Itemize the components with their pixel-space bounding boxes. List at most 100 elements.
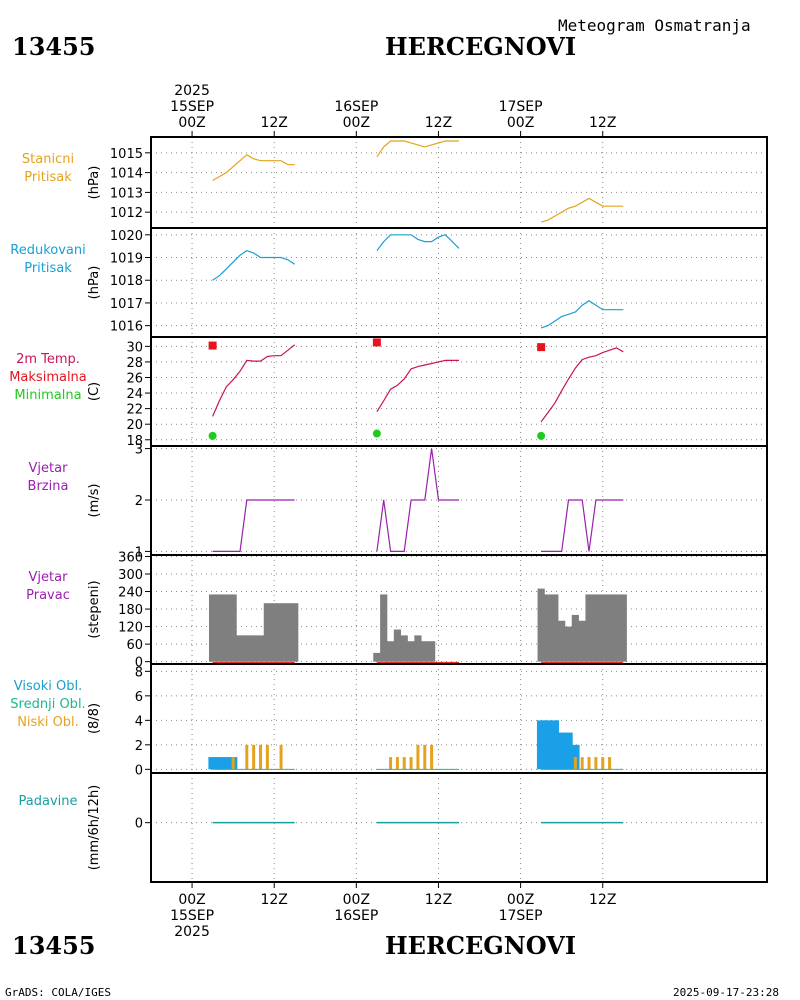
x-tick-label-bottom: 17SEP bbox=[499, 908, 543, 924]
panel-frame bbox=[150, 663, 768, 774]
wind-dir-bar bbox=[605, 594, 614, 662]
wind-dir-bar bbox=[291, 603, 299, 662]
chart-subtitle: Meteogram Osmatranja bbox=[558, 16, 751, 35]
y-tick-label: 3 bbox=[135, 443, 143, 458]
y-axis-label: (8/8) bbox=[87, 703, 102, 734]
y-tick-label: 1014 bbox=[110, 167, 143, 182]
y-tick-label: 18 bbox=[126, 434, 143, 449]
y-tick-label: 8 bbox=[135, 665, 143, 680]
cloud-high-bar bbox=[550, 720, 560, 770]
x-tick-label-top: 00Z bbox=[343, 115, 370, 131]
panel-frame bbox=[150, 136, 768, 229]
series-line bbox=[540, 197, 624, 223]
wind-dir-bar bbox=[428, 641, 436, 662]
panel-label: Maksimalna bbox=[9, 370, 87, 385]
cloud-low-bar bbox=[402, 757, 406, 770]
y-tick-label: 30 bbox=[126, 340, 143, 355]
y-tick-label: 240 bbox=[118, 586, 143, 601]
wind-dir-bar bbox=[612, 594, 621, 662]
y-axis-label: (hPa) bbox=[87, 266, 102, 300]
y-tick-label: 1013 bbox=[110, 186, 143, 201]
cloud-low-bar bbox=[601, 757, 605, 770]
series-line bbox=[541, 499, 624, 553]
y-tick-label: 1015 bbox=[110, 147, 143, 162]
y-axis-label: (m/s) bbox=[87, 484, 102, 518]
x-tick-label-top: 12Z bbox=[425, 115, 452, 131]
cloud-low-bar bbox=[245, 744, 249, 770]
x-tick-label-bottom: 12Z bbox=[260, 892, 287, 908]
panel-label: Niski Obl. bbox=[17, 715, 79, 730]
y-tick-label: 1017 bbox=[110, 297, 143, 312]
wind-dir-bar bbox=[209, 594, 217, 662]
panel-label: Padavine bbox=[19, 794, 78, 809]
cloud-high-bar bbox=[564, 732, 573, 770]
x-tick-label-bottom: 00Z bbox=[507, 892, 534, 908]
tmax-marker bbox=[537, 343, 546, 352]
x-tick-label-bottom: 00Z bbox=[178, 892, 205, 908]
x-tick-label-top: 17SEP bbox=[499, 99, 543, 115]
tmin-marker bbox=[537, 431, 546, 440]
wind-dir-bar bbox=[270, 603, 278, 662]
station-name-bottom: HERCEGNOVI bbox=[385, 931, 576, 960]
y-axis-label: (stepeni) bbox=[87, 580, 102, 638]
wind-dir-bar bbox=[243, 635, 251, 662]
wind-dir-bar bbox=[222, 594, 230, 662]
panel-4: 1 2 3 (m/s) Vjetar Brzina bbox=[28, 443, 768, 560]
panel-1: 1012 1013 1014 1015 (hPa) Stanicni Pritisak bbox=[22, 136, 768, 229]
y-axis-label: (mm/6h/12h) bbox=[87, 785, 102, 871]
wind-dir-bar bbox=[571, 614, 579, 662]
cloud-high-bar bbox=[215, 757, 224, 770]
series-line bbox=[540, 299, 624, 329]
y-tick-label: 1020 bbox=[110, 229, 143, 244]
y-tick-label: 1016 bbox=[110, 320, 143, 335]
y-tick-label: 60 bbox=[126, 638, 143, 653]
panel-label: Pravac bbox=[26, 588, 70, 603]
y-tick-label: 4 bbox=[135, 714, 143, 729]
y-tick-label: 1012 bbox=[110, 206, 143, 221]
cloud-high-bar bbox=[208, 757, 217, 770]
panels-layer: 1012 1013 1014 1015 (hPa) Stanicni Pritisak 101… bbox=[9, 136, 768, 883]
x-tick-label-bottom: 12Z bbox=[425, 892, 452, 908]
wind-dir-bar bbox=[236, 635, 244, 662]
tmax-marker bbox=[208, 341, 217, 350]
cloud-high-bar bbox=[536, 720, 546, 770]
wind-dir-bar bbox=[380, 594, 388, 662]
x-tick-label-bottom: 12Z bbox=[589, 892, 616, 908]
cloud-low-bar bbox=[594, 757, 598, 770]
panel-2: 1016 1017 1018 1019 1020 (hPa)Redukovani Priti… bbox=[10, 227, 768, 338]
cloud-low-bar bbox=[430, 744, 434, 770]
series-line bbox=[376, 448, 459, 553]
wind-dir-bar bbox=[386, 641, 395, 662]
series-line bbox=[212, 154, 295, 182]
panel-label: Visoki Obl. bbox=[14, 679, 82, 694]
y-tick-label: 6 bbox=[135, 690, 143, 705]
wind-dir-bar bbox=[229, 594, 237, 662]
temp-line bbox=[376, 359, 459, 413]
x-tick-label-bottom: 2025 bbox=[174, 924, 210, 940]
wind-dir-bar bbox=[373, 652, 381, 662]
wind-dir-bar bbox=[277, 603, 285, 662]
y-tick-label: 0 bbox=[135, 763, 143, 778]
panel-label: Redukovani bbox=[10, 243, 85, 258]
y-tick-label: 22 bbox=[126, 403, 143, 418]
y-tick-label: 1019 bbox=[110, 252, 143, 267]
wind-dir-bar bbox=[564, 626, 573, 662]
cloud-low-bar bbox=[265, 744, 269, 770]
panel-label: Pritisak bbox=[24, 261, 72, 276]
cloud-low-bar bbox=[416, 744, 420, 770]
cloud-low-bar bbox=[587, 757, 591, 770]
x-tick-label-top: 2025 bbox=[174, 83, 210, 99]
series-line bbox=[376, 234, 460, 252]
cloud-high-bar bbox=[543, 720, 553, 770]
panel-5: 0 60 120 180 240 300 360 (stepeni) Vjetar Pravac bbox=[26, 550, 768, 671]
temp-line bbox=[212, 344, 296, 417]
y-tick-label: 24 bbox=[126, 387, 143, 402]
cloud-low-bar bbox=[423, 744, 427, 770]
panel-label: Brzina bbox=[28, 479, 69, 494]
tmin-marker bbox=[208, 431, 217, 440]
wind-dir-bar bbox=[215, 594, 224, 662]
x-tick-label-bottom: 15SEP bbox=[170, 908, 214, 924]
panel-label: Stanicni bbox=[22, 152, 74, 167]
panel-frame bbox=[150, 336, 768, 447]
wind-dir-bar bbox=[558, 620, 566, 662]
